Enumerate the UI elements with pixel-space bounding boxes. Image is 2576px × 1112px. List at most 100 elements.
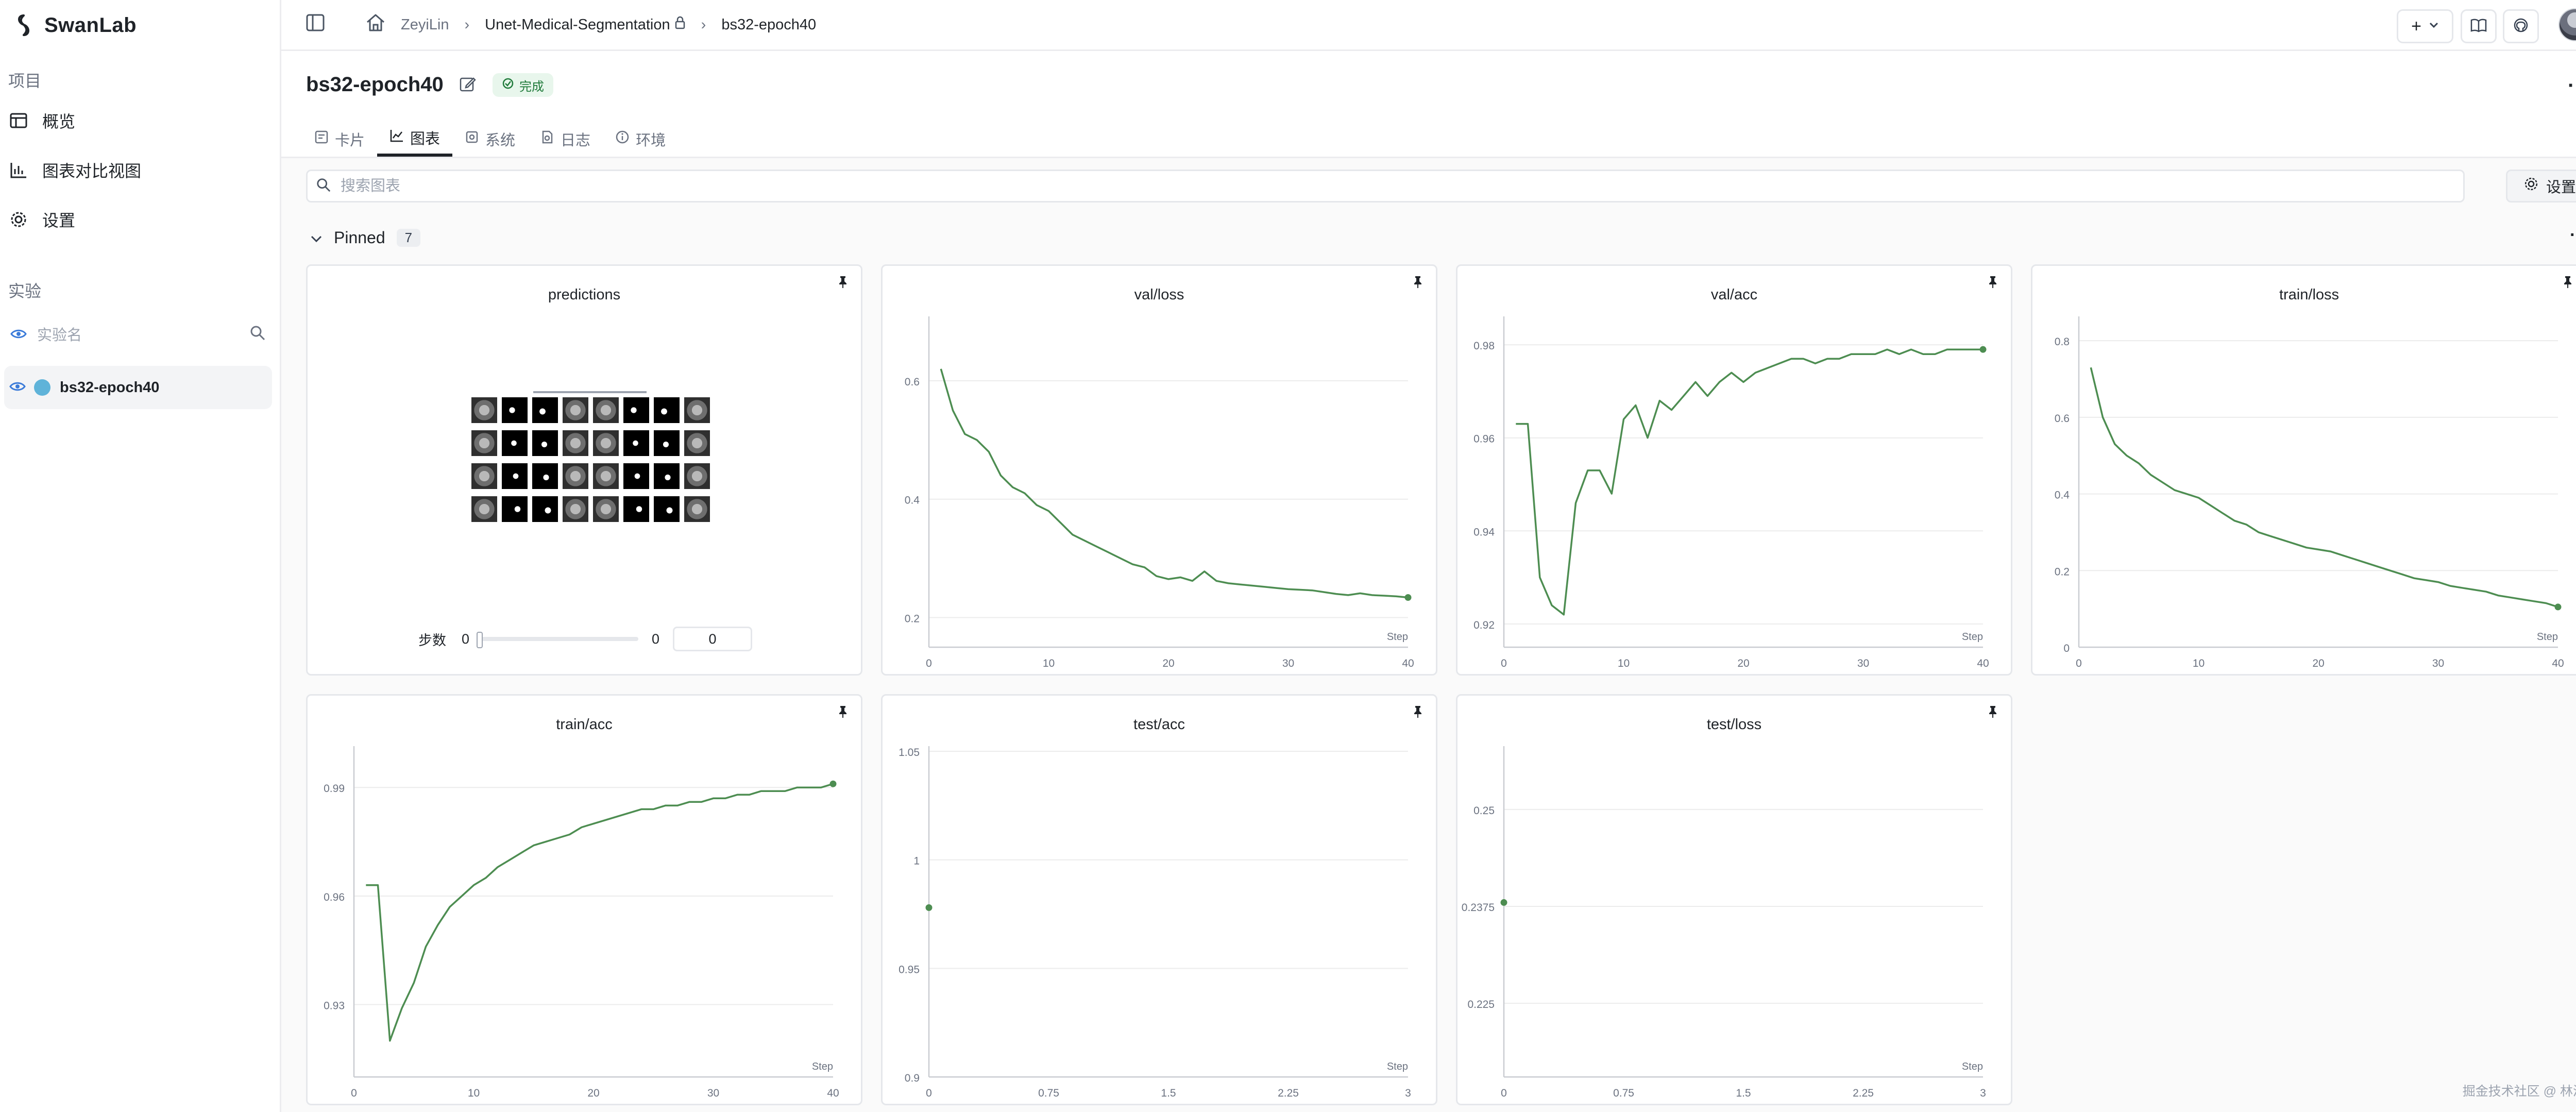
chart-plot[interactable]: 0.9 0.95 1 1.05 0 0.75 1.5 2.25 3 Step (883, 696, 1436, 1104)
chevron-down-icon[interactable] (310, 228, 323, 247)
brand[interactable]: SwanLab (12, 13, 137, 37)
avatar[interactable] (2558, 8, 2576, 41)
chart-card-train-loss[interactable]: train/loss 0 0.2 0.4 0.6 0.8 0 10 20 30 40 Step (2031, 264, 2576, 676)
prediction-thumb (532, 430, 558, 456)
series-line[interactable] (366, 783, 834, 1042)
prediction-thumb (684, 463, 710, 489)
y-tick-label: 0.2 (2055, 566, 2070, 578)
chart-search-input[interactable] (340, 177, 2351, 195)
chart-card-val-loss[interactable]: val/loss 0.2 0.4 0.6 0 10 20 30 40 Step (881, 264, 1437, 676)
x-axis-label: Step (1962, 1061, 1983, 1072)
x-tick-label: 10 (2193, 658, 2205, 669)
tab-cards[interactable]: 卡片 (302, 122, 377, 157)
prediction-thumb (471, 397, 497, 423)
pin-icon[interactable] (837, 275, 849, 291)
add-menu-button[interactable]: + (2397, 9, 2453, 43)
pin-icon[interactable] (1412, 275, 1423, 291)
github-button[interactable] (2503, 9, 2539, 43)
topbar: ZeyiLin › Unet-Medical-Segmentation › bs… (281, 0, 2576, 51)
more-options-icon[interactable]: ··· (2568, 74, 2576, 97)
eye-icon[interactable] (8, 328, 29, 340)
series-line[interactable] (940, 368, 1409, 599)
chart-plot[interactable]: 0.2 0.4 0.6 0 10 20 30 40 Step (883, 266, 1436, 674)
prediction-thumb (563, 463, 588, 489)
sidebar-item-settings[interactable]: 设置 (8, 199, 266, 240)
x-tick-label: 40 (1402, 658, 1414, 669)
series-line[interactable] (1516, 348, 1983, 616)
chart-title: test/acc (1133, 716, 1185, 733)
pinned-group-header[interactable]: Pinned 7 (310, 228, 421, 247)
search-icon[interactable] (249, 325, 266, 344)
cpu-icon (465, 130, 479, 148)
chart-plot[interactable]: 0.93 0.96 0.99 0 10 20 30 40 Step (308, 696, 861, 1104)
sidebar-item-label: 设置 (42, 211, 76, 230)
tab-label: 日志 (561, 132, 591, 149)
chart-card-test-loss[interactable]: test/loss 0.225 0.2375 0.25 0 0.75 1.5 2.25 3 Ste… (1456, 694, 2012, 1105)
chart-plot[interactable]: 0 0.2 0.4 0.6 0.8 0 10 20 30 40 Step (2032, 266, 2576, 674)
pinned-label: Pinned (334, 228, 385, 247)
data-point[interactable] (1500, 899, 1507, 906)
pin-icon[interactable] (2562, 275, 2573, 291)
pin-icon[interactable] (1412, 705, 1423, 721)
step-slider[interactable] (477, 632, 639, 648)
tab-label: 图表 (410, 131, 440, 147)
x-tick-label: 20 (1162, 658, 1174, 669)
chart-card-test-acc[interactable]: test/acc 0.9 0.95 1 1.05 0 0.75 1.5 2.25 3 Step (881, 694, 1437, 1105)
chart-toolbar: 设置 (281, 158, 2576, 216)
tab-label: 环境 (636, 132, 666, 149)
last-point-marker[interactable] (2554, 603, 2562, 611)
last-point-marker[interactable] (1404, 594, 1412, 601)
slider-handle[interactable] (477, 632, 483, 648)
sidebar-item-overview[interactable]: 概览 (8, 100, 266, 141)
experiment-search[interactable]: 实验名 (8, 319, 266, 348)
prediction-thumb (684, 397, 710, 423)
tab-logs[interactable]: 日志 (528, 122, 603, 157)
edit-icon[interactable] (459, 75, 477, 95)
data-point[interactable] (925, 904, 933, 911)
pin-icon[interactable] (1987, 705, 1998, 721)
chart-settings-button[interactable]: 设置 (2506, 170, 2576, 203)
eye-icon[interactable] (9, 381, 26, 395)
prediction-image[interactable] (471, 391, 710, 522)
breadcrumb-project[interactable]: Unet-Medical-Segmentation (485, 16, 670, 33)
prediction-thumb (532, 496, 558, 522)
group-more-icon[interactable]: ··· (2570, 225, 2576, 245)
chart-title: val/acc (1710, 287, 1758, 303)
prediction-thumb (593, 496, 619, 522)
tab-system[interactable]: 系统 (452, 122, 528, 157)
chart-search[interactable] (306, 170, 2465, 203)
chart-plot[interactable]: 0.225 0.2375 0.25 0 0.75 1.5 2.25 3 Step (1458, 696, 2011, 1104)
x-tick-label: 0 (1501, 1087, 1507, 1099)
x-axis-label: Step (1387, 631, 1408, 643)
series-line[interactable] (2090, 367, 2558, 608)
tab-charts[interactable]: 图表 (377, 122, 453, 157)
chart-card-val-acc[interactable]: val/acc 0.92 0.94 0.96 0.98 0 10 20 30 40 Step (1456, 264, 2012, 676)
card-icon (314, 130, 329, 148)
docs-button[interactable] (2461, 9, 2497, 43)
last-point-marker[interactable] (1979, 346, 1987, 353)
step-label: 步数 (418, 632, 446, 648)
pin-icon[interactable] (837, 705, 849, 721)
chart-card-train-acc[interactable]: train/acc 0.93 0.96 0.99 0 10 20 30 40 Step (306, 694, 862, 1105)
y-tick-label: 0.2375 (1462, 902, 1495, 914)
x-axis-label: Step (1387, 1061, 1408, 1072)
y-tick-label: 0.225 (1467, 999, 1495, 1010)
tab-environment[interactable]: 环境 (603, 122, 678, 157)
sidebar-item-chart-compare[interactable]: 图表对比视图 (8, 149, 266, 191)
prediction-thumb (471, 463, 497, 489)
slider-min-label: 0 (462, 631, 470, 647)
pin-icon[interactable] (1987, 275, 1998, 291)
log-icon (540, 130, 554, 148)
home-icon[interactable] (366, 13, 385, 36)
last-point-marker[interactable] (829, 780, 837, 787)
experiment-item[interactable]: bs32-epoch40 (4, 366, 272, 409)
experiment-color-dot[interactable] (34, 379, 50, 396)
tab-bar: 卡片 图表 系统 日志 环境 (302, 122, 678, 157)
chart-plot[interactable]: 0.92 0.94 0.96 0.98 0 10 20 30 40 Step (1458, 266, 2011, 674)
breadcrumb-user[interactable]: ZeyiLin (401, 16, 449, 33)
chart-card-predictions[interactable]: predictions 步数 0 0 0 (306, 264, 862, 676)
step-input[interactable]: 0 (673, 627, 753, 651)
breadcrumb-run[interactable]: bs32-epoch40 (721, 16, 817, 33)
sidebar-toggle-icon[interactable] (306, 14, 325, 36)
y-tick-label: 0.96 (1473, 433, 1495, 445)
